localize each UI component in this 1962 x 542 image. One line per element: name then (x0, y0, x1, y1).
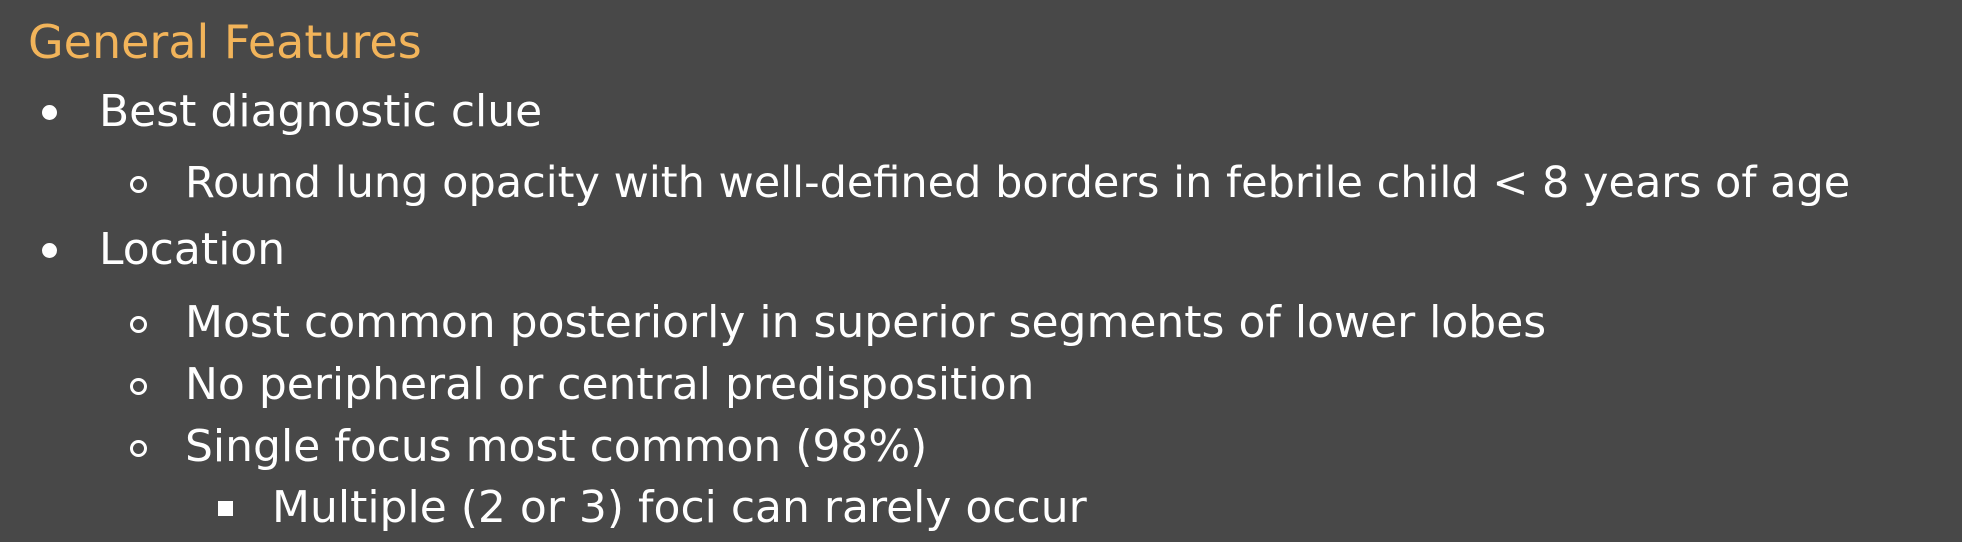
circle-bullet-icon (130, 176, 147, 193)
sub-bullet-text: No peripheral or central predisposition (185, 359, 1035, 410)
slide-title: General Features (28, 15, 422, 69)
sub-sub-bullet-item: Multiple (2 or 3) foci can rarely occur (0, 482, 1962, 534)
bullet-text: Best diagnostic clue (99, 86, 543, 137)
bullet-text: Location (99, 224, 286, 275)
sub-bullet-item: Most common posteriorly in superior segm… (0, 297, 1962, 349)
sub-bullet-item: Round lung opacity with well-defined bor… (0, 157, 1962, 209)
disc-bullet-icon (42, 243, 57, 258)
bullet-item: Best diagnostic clue (0, 86, 1962, 138)
sub-bullet-item: Single focus most common (98%) (0, 421, 1962, 473)
sub-bullet-text: Single focus most common (98%) (185, 421, 928, 472)
sub-bullet-item: No peripheral or central predisposition (0, 359, 1962, 411)
bullet-item: Location (0, 224, 1962, 276)
sub-bullet-text: Round lung opacity with well-defined bor… (185, 158, 1851, 208)
circle-bullet-icon (130, 378, 147, 395)
sub-sub-bullet-text: Multiple (2 or 3) foci can rarely occur (272, 482, 1087, 533)
square-bullet-icon (218, 501, 233, 516)
circle-bullet-icon (130, 316, 147, 333)
circle-bullet-icon (130, 440, 147, 457)
sub-bullet-text: Most common posteriorly in superior segm… (185, 297, 1547, 348)
disc-bullet-icon (42, 105, 57, 120)
